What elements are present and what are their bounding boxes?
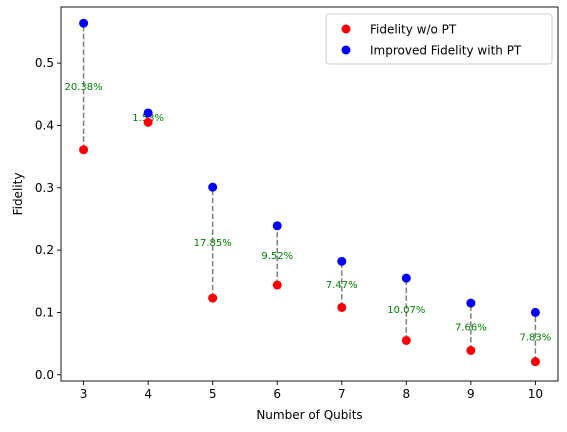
point-without-pt <box>143 117 153 127</box>
percent-annotation: 17.85% <box>194 238 232 249</box>
point-without-pt <box>208 293 218 303</box>
percent-annotation: 7.66% <box>455 322 487 333</box>
percent-annotation: 10.07% <box>387 305 425 316</box>
data-points <box>79 18 540 367</box>
x-tick-label: 8 <box>402 387 410 401</box>
point-without-pt <box>272 280 282 290</box>
point-without-pt <box>337 302 347 312</box>
percent-annotation: 7.47% <box>326 280 358 291</box>
point-without-pt <box>401 335 411 345</box>
connector-lines <box>82 23 537 362</box>
percent-annotation: 7.83% <box>520 333 552 344</box>
y-tick-label: 0.3 <box>35 181 54 195</box>
point-with-pt <box>401 273 411 283</box>
y-tick-label: 0.0 <box>35 368 54 382</box>
plot-frame <box>60 6 559 382</box>
point-without-pt <box>466 345 476 355</box>
point-with-pt <box>337 256 347 266</box>
legend: Fidelity w/o PT Improved Fidelity with P… <box>325 13 553 65</box>
y-tick-label: 0.5 <box>35 56 54 70</box>
point-with-pt <box>79 18 89 28</box>
point-with-pt <box>208 182 218 192</box>
legend-box <box>325 13 553 65</box>
point-without-pt <box>79 145 89 155</box>
x-tick-label: 4 <box>144 387 152 401</box>
y-tick-label: 0.4 <box>35 118 54 132</box>
point-without-pt <box>530 357 540 367</box>
y-axis-ticks: 0.0 0.1 0.2 0.3 0.4 0.5 <box>35 56 61 382</box>
y-tick-label: 0.2 <box>35 243 54 257</box>
x-tick-label: 3 <box>80 387 88 401</box>
point-with-pt <box>530 307 540 317</box>
x-tick-label: 7 <box>338 387 346 401</box>
plot-area <box>61 7 558 381</box>
x-axis-label: Number of Qubits <box>256 408 362 422</box>
percent-annotation: 20.38% <box>65 82 103 93</box>
x-axis-ticks: 3 4 5 6 7 8 9 10 <box>80 381 543 401</box>
point-with-pt <box>466 298 476 308</box>
x-tick-label: 10 <box>528 387 543 401</box>
legend-marker-without-pt <box>341 24 351 34</box>
x-tick-label: 9 <box>467 387 475 401</box>
y-tick-label: 0.1 <box>35 305 54 319</box>
point-with-pt <box>272 221 282 231</box>
point-with-pt <box>143 108 153 118</box>
x-tick-label: 5 <box>209 387 217 401</box>
y-axis-label: Fidelity <box>11 173 25 216</box>
percent-annotation: 9.52% <box>261 251 293 262</box>
legend-marker-with-pt <box>341 45 351 55</box>
legend-label-with-pt: Improved Fidelity with PT <box>370 44 522 58</box>
x-tick-label: 6 <box>273 387 281 401</box>
legend-label-without-pt: Fidelity w/o PT <box>370 23 457 37</box>
